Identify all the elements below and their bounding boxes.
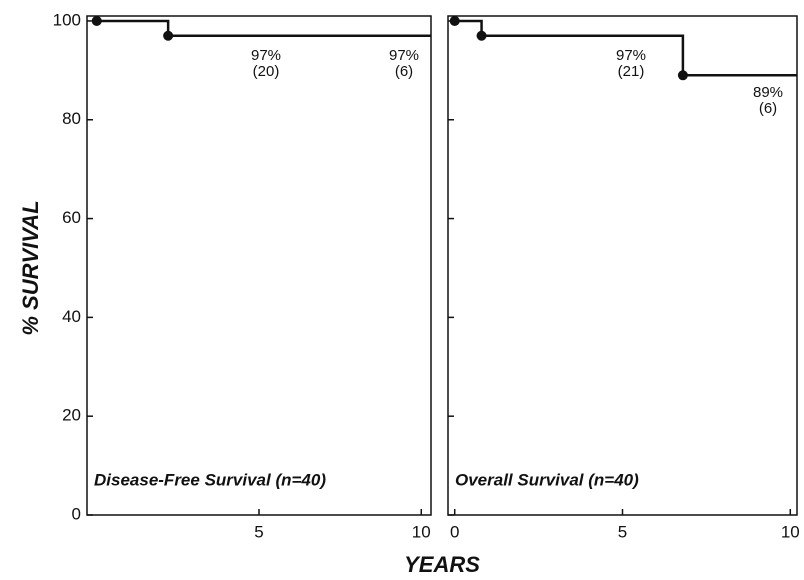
annotation: 97% bbox=[389, 47, 419, 64]
x-axis-title: YEARS bbox=[404, 552, 480, 577]
x-tick-label: 10 bbox=[412, 522, 431, 541]
event-marker bbox=[449, 15, 460, 26]
y-tick-label: 60 bbox=[62, 208, 81, 227]
y-tick-label: 40 bbox=[62, 307, 81, 326]
x-tick-label: 10 bbox=[781, 522, 800, 541]
annotation: 97% bbox=[251, 47, 281, 64]
y-axis-title: % SURVIVAL bbox=[18, 200, 43, 335]
panel-frame bbox=[447, 15, 798, 516]
y-tick-label: 20 bbox=[62, 406, 81, 425]
annotation: (6) bbox=[759, 100, 777, 117]
annotation: (6) bbox=[395, 63, 413, 80]
event-marker bbox=[91, 15, 102, 26]
x-tick-label: 5 bbox=[618, 522, 627, 541]
event-marker bbox=[163, 30, 174, 41]
y-tick-label: 100 bbox=[53, 10, 81, 29]
panel-title: Overall Survival (n=40) bbox=[455, 470, 639, 489]
y-tick-label: 0 bbox=[72, 504, 81, 523]
panel-title: Disease-Free Survival (n=40) bbox=[94, 470, 326, 489]
survival-curve bbox=[96, 19, 431, 38]
event-marker bbox=[476, 30, 487, 41]
annotation: 97% bbox=[616, 47, 646, 64]
y-tick-label: 80 bbox=[62, 109, 81, 128]
annotation: 89% bbox=[753, 84, 783, 101]
survival-curve bbox=[454, 19, 797, 77]
annotation: (20) bbox=[253, 63, 280, 80]
panel-frame bbox=[86, 15, 432, 516]
event-marker bbox=[677, 70, 688, 81]
annotation: (21) bbox=[618, 63, 645, 80]
x-tick-label: 5 bbox=[254, 522, 263, 541]
x-tick-label: 0 bbox=[450, 522, 459, 541]
